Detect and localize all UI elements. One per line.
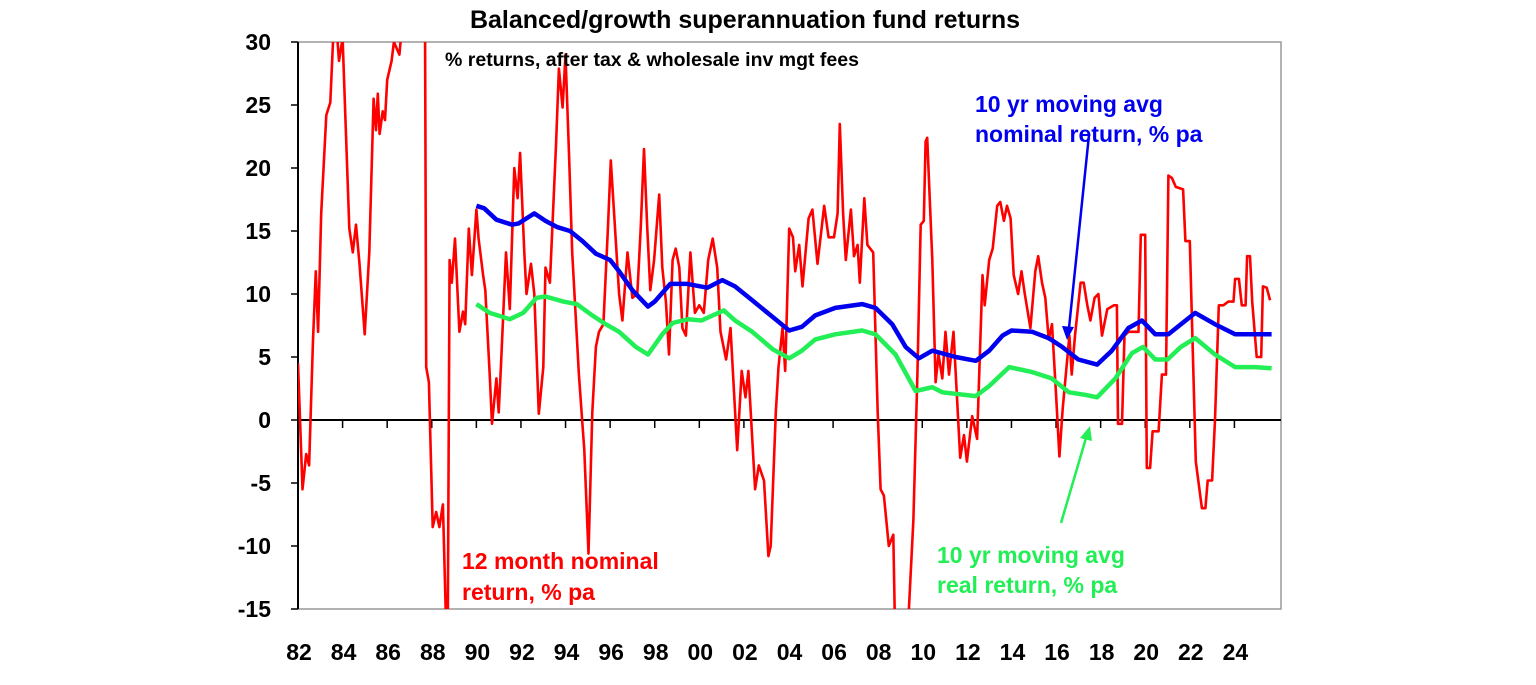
chart-title: Balanced/growth superannuation fund retu… [470, 6, 1020, 34]
series-line-nominal-12m [298, 42, 1272, 609]
y-tick-label: -5 [251, 470, 272, 496]
arrow-nominal-10y [1062, 134, 1091, 340]
series-line-nominal-10y [475, 203, 1272, 367]
arrow-real-10y [1059, 426, 1092, 524]
y-tick-label: 5 [258, 344, 271, 370]
x-tick-label: 84 [331, 639, 357, 665]
chart-subtitle: % returns, after tax & wholesale inv mgt… [445, 49, 859, 71]
y-tick-label: 0 [258, 407, 271, 433]
annotation-line: 10 yr moving avg [937, 542, 1125, 568]
x-tick-label: 06 [821, 639, 847, 665]
y-tick-label: 30 [245, 29, 271, 55]
x-tick-label: 86 [375, 639, 401, 665]
x-axis-ticks: 82 84 86 88 90 92 94 96 98 00 02 04 06 08 10 12 14 16 18 20… [286, 419, 1281, 665]
annotation-line: return, % pa [462, 579, 595, 605]
x-tick-label: 94 [554, 639, 580, 665]
x-tick-label: 22 [1178, 639, 1204, 665]
x-tick-label: 14 [1000, 639, 1026, 665]
x-tick-label: 16 [1044, 639, 1070, 665]
x-tick-label: 82 [286, 639, 312, 665]
x-tick-label: 96 [598, 639, 624, 665]
series-line-real-10y [475, 294, 1272, 400]
annotation-line: real return, % pa [937, 572, 1117, 598]
x-tick-label: 88 [420, 639, 446, 665]
x-tick-label: 08 [866, 639, 892, 665]
x-tick-label: 92 [509, 639, 535, 665]
x-tick-label: 24 [1223, 639, 1249, 665]
x-tick-label: 00 [688, 639, 714, 665]
y-tick-label: 20 [245, 155, 271, 181]
x-tick-label: 02 [732, 639, 758, 665]
annotation-real-10y: 10 yr moving avg real return, % pa [937, 542, 1125, 598]
y-axis-ticks: 30 25 20 15 10 5 0 -5 -10 -15 [238, 29, 298, 622]
x-tick-label: 04 [777, 639, 803, 665]
y-tick-label: -10 [238, 533, 271, 559]
y-tick-label: -15 [238, 596, 271, 622]
x-tick-label: 18 [1089, 639, 1115, 665]
x-tick-label: 12 [955, 639, 981, 665]
x-tick-label: 10 [910, 639, 936, 665]
y-tick-label: 25 [245, 92, 271, 118]
x-tick-label: 20 [1133, 639, 1159, 665]
x-tick-label: 98 [643, 639, 669, 665]
annotation-nominal-12m: 12 month nominal return, % pa [462, 548, 659, 605]
series-group [298, 42, 1272, 609]
y-tick-label: 10 [245, 281, 271, 307]
y-tick-label: 15 [245, 218, 271, 244]
annotation-line: 10 yr moving avg [975, 91, 1163, 117]
x-tick-label: 90 [465, 639, 491, 665]
annotation-line: 12 month nominal [462, 548, 659, 574]
